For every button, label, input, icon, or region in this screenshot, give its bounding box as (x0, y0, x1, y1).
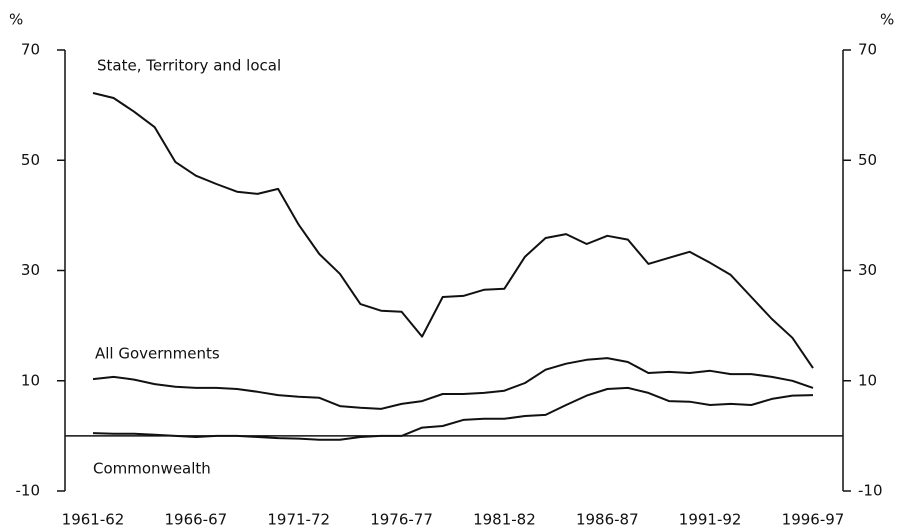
x-tick-label: 1991-92 (679, 511, 742, 529)
annotation: Commonwealth (93, 460, 211, 478)
y2-tick-label: 70 (858, 41, 877, 59)
x-tick-label: 1986-87 (576, 511, 639, 529)
y2-tick-label: -10 (858, 482, 883, 500)
line (92, 386, 814, 441)
y2-tick-label: 10 (858, 371, 877, 389)
x-tick-label: 1996-97 (782, 511, 845, 529)
line (92, 357, 814, 410)
y2-axis-label: % (880, 11, 894, 29)
line (92, 92, 814, 369)
x-tick-label: 1981-82 (473, 511, 536, 529)
x-tick-label: 1971-72 (267, 511, 330, 529)
y-tick-label: -10 (16, 482, 41, 500)
x-tick-label: 1961-62 (62, 511, 125, 529)
x-tick-label: 1966-67 (165, 511, 228, 529)
y-axis-label: % (9, 11, 23, 29)
annotation: State, Territory and local (97, 57, 281, 75)
y-tick-label: 30 (21, 261, 40, 279)
y2-tick-label: 30 (858, 261, 877, 279)
x-tick-label: 1976-77 (370, 511, 433, 529)
y-tick-label: 70 (21, 41, 40, 59)
annotation: All Governments (95, 345, 220, 363)
y2-tick-label: 50 (858, 151, 877, 169)
y-tick-label: 50 (21, 151, 40, 169)
y-tick-label: 10 (21, 371, 40, 389)
